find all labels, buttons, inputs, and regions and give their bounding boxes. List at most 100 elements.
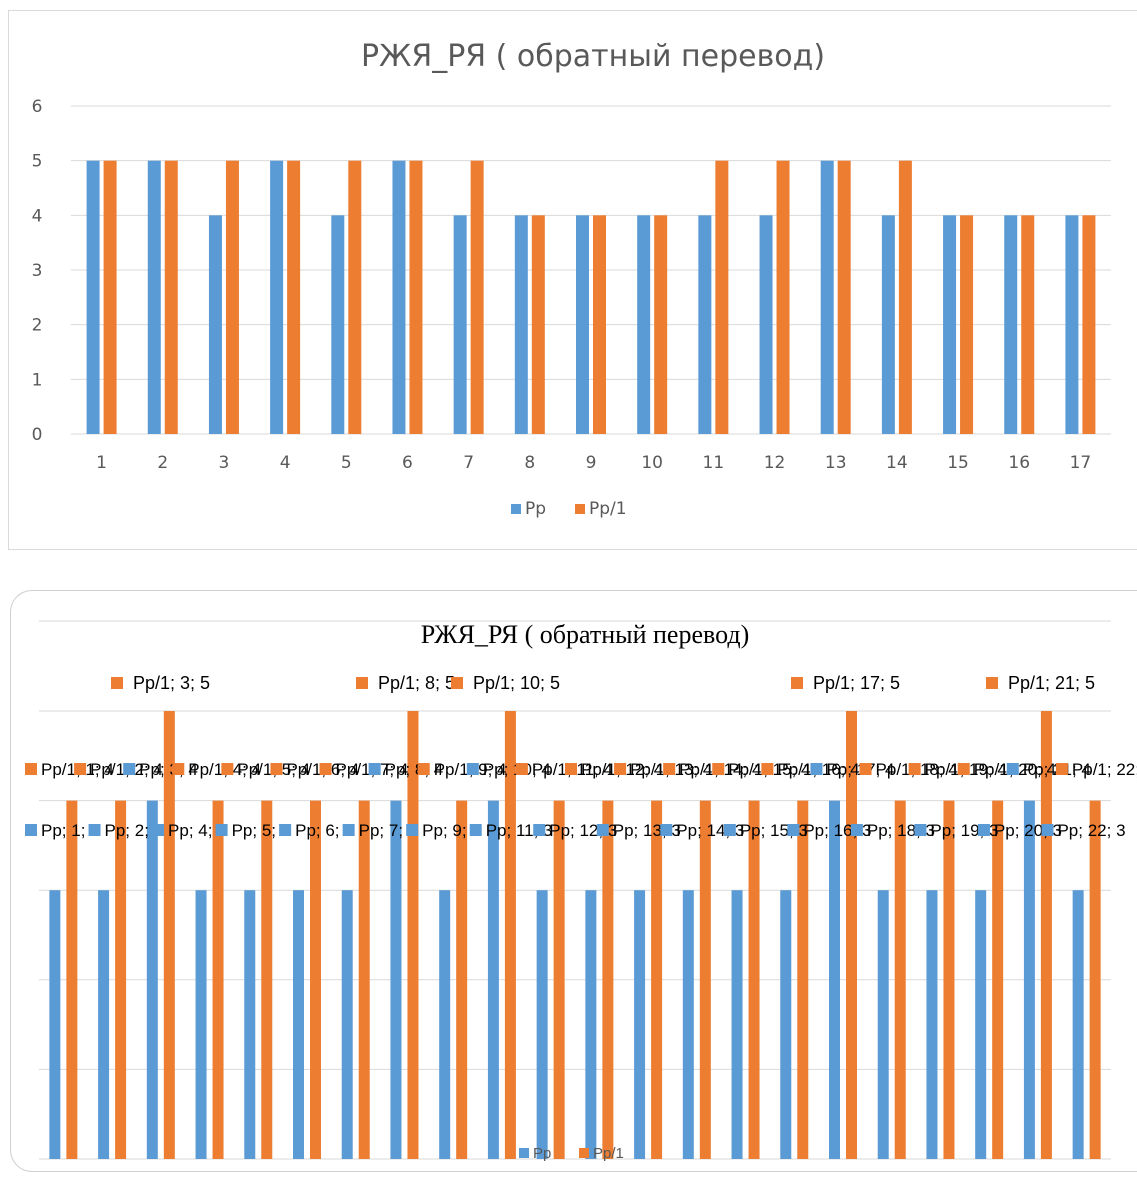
data-label-swatch — [123, 763, 136, 775]
bar-pp1 — [261, 800, 273, 1159]
data-label-swatch — [356, 677, 368, 689]
x-tick-label: 10 — [641, 453, 663, 473]
bar-pp1 — [456, 800, 468, 1159]
bar-pp1 — [66, 800, 78, 1159]
bar-pp1 — [163, 711, 175, 1159]
bar-pp — [820, 160, 834, 434]
data-label-swatch — [908, 763, 921, 775]
bar-pp1 — [348, 160, 362, 434]
data-label: Pp/1; 21; 5 — [1008, 673, 1095, 693]
bar-pp — [881, 215, 895, 434]
data-label-swatch — [111, 677, 123, 689]
chart-panel-top: РЖЯ_РЯ ( обратный перевод) 0 1 2 3 4 5 6 1 2 3 4 5 6 7… — [8, 10, 1137, 550]
data-label-swatch — [761, 763, 774, 775]
data-label-swatch — [565, 763, 577, 775]
x-tick-label: 3 — [219, 453, 230, 473]
chart-title: РЖЯ_РЯ ( обратный перевод) — [361, 39, 825, 74]
data-label-swatch — [977, 824, 990, 836]
bar-pp1 — [310, 800, 321, 1159]
data-label-swatch — [914, 824, 927, 836]
bar-pp1 — [943, 800, 955, 1159]
bar-pp — [392, 160, 406, 434]
x-tick-label: 11 — [703, 453, 725, 473]
data-label-swatch — [417, 763, 430, 775]
data-label: Pp; 4; 3 — [168, 821, 227, 840]
bar-pp — [943, 215, 957, 434]
x-tick-label: 17 — [1070, 453, 1092, 473]
bar-pp — [829, 800, 840, 1159]
bar-pp — [1004, 215, 1018, 434]
data-label: Pp/1; 8; 5 — [378, 673, 455, 693]
bar-pp — [731, 890, 743, 1159]
bar-pp — [270, 160, 284, 434]
legend-label-pp: Pp — [525, 499, 546, 519]
data-label-swatch — [986, 677, 998, 689]
data-label-swatch — [1055, 763, 1068, 775]
data-label-swatch — [279, 824, 292, 836]
bar-pp1 — [992, 800, 1004, 1159]
bar-pp — [208, 215, 222, 434]
data-label-swatch — [270, 763, 283, 775]
y-tick-label: 1 — [32, 370, 43, 390]
x-tick-label: 15 — [947, 453, 969, 473]
data-label-swatch — [342, 824, 355, 836]
bar-pp — [1072, 890, 1084, 1159]
bar-pp — [86, 160, 100, 434]
x-tick-label: 2 — [157, 453, 168, 473]
y-tick-label: 4 — [32, 206, 43, 226]
data-label-swatch — [152, 824, 165, 836]
bar-pp1 — [846, 711, 857, 1159]
data-label-swatch — [466, 763, 479, 775]
bar-pp1 — [1082, 215, 1096, 434]
bar-pp — [147, 160, 161, 434]
data-label-swatch — [451, 677, 463, 689]
bar-pp — [1023, 800, 1035, 1159]
bar-pp — [780, 890, 792, 1159]
bar-pp1 — [358, 800, 370, 1159]
y-tick-label: 3 — [32, 261, 43, 281]
data-label-swatch — [319, 763, 332, 775]
data-label: Pp; 9; 3 — [422, 821, 481, 840]
bar-pp — [439, 890, 451, 1159]
x-tick-label: 12 — [764, 453, 786, 473]
bar-pp — [877, 890, 889, 1159]
data-label-swatch — [850, 824, 863, 836]
legend-swatch-pp1 — [579, 1148, 589, 1158]
legend-swatch-pp1 — [575, 504, 585, 514]
legend-label-pp1: Pp/1 — [593, 1145, 624, 1162]
bar-pp — [244, 890, 256, 1159]
data-label-swatch — [663, 763, 676, 775]
bar-pp — [331, 215, 345, 434]
bar-pp — [293, 890, 304, 1159]
legend-label-pp: Pp — [533, 1145, 551, 1162]
bar-pp — [698, 215, 712, 434]
x-tick-label: 5 — [341, 453, 352, 473]
bar-pp1 — [894, 800, 906, 1159]
data-label-swatch — [221, 763, 234, 775]
data-label-swatch — [596, 824, 609, 836]
x-tick-label: 6 — [402, 453, 413, 473]
bar-pp1 — [654, 215, 668, 434]
data-label-swatch — [859, 763, 872, 775]
x-tick-label: 8 — [524, 453, 535, 473]
data-label: Pp; 22; 3 — [1057, 821, 1125, 840]
data-label: Pp; 2; 3 — [105, 821, 164, 840]
data-label-swatch — [515, 763, 528, 775]
data-label-swatch — [469, 824, 482, 836]
y-tick-label: 2 — [32, 316, 43, 336]
data-label-swatch — [791, 677, 803, 689]
bar-pp — [585, 890, 597, 1159]
bar-pp1 — [898, 160, 912, 434]
bar-pp1 — [287, 160, 301, 434]
bar-pp — [634, 890, 646, 1159]
x-tick-label: 16 — [1008, 453, 1030, 473]
bar-pp — [98, 890, 110, 1159]
data-label-swatch — [957, 763, 970, 775]
bar-pp — [49, 890, 61, 1159]
x-tick-label: 9 — [586, 453, 597, 473]
bar-pp — [975, 890, 987, 1159]
bar-pp — [390, 800, 402, 1159]
data-label-swatch — [88, 824, 101, 836]
data-label-swatch — [25, 763, 37, 775]
data-label: Pp; 5; 3 — [232, 821, 291, 840]
